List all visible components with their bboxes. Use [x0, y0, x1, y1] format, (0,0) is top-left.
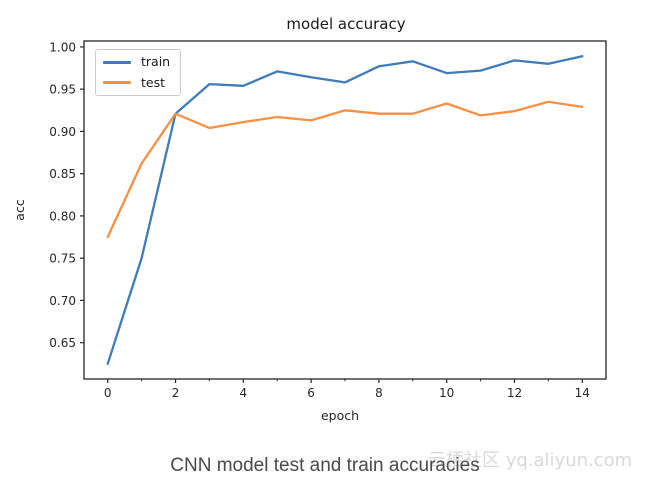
- accuracy-figure: model accuracy acc epoch 0.65 0.70 0.75 0.8…: [12, 15, 607, 423]
- x-axis-label: epoch: [321, 408, 359, 423]
- legend: train test: [95, 49, 181, 96]
- watermark: 云栖社区 yq.aliyun.com: [428, 450, 633, 471]
- plot-area: 0.65 0.70 0.75 0.80 0.85 0.90 0.95 1.00 0 2 4 6 8 10 1…: [49, 40, 607, 400]
- y-tick-label: 0.75: [49, 252, 76, 266]
- y-tick-label: 0.90: [49, 125, 76, 139]
- y-tick-label: 0.65: [49, 336, 76, 350]
- x-tick-label: 10: [439, 386, 454, 400]
- x-tick-label: 4: [239, 386, 247, 400]
- y-tick-label: 0.80: [49, 209, 76, 223]
- x-tick-label: 2: [172, 386, 180, 400]
- x-tick-label: 6: [307, 386, 315, 400]
- train-series-line: [106, 55, 584, 365]
- legend-item-train: train: [103, 54, 172, 69]
- y-tick-label: 0.85: [49, 167, 76, 181]
- x-tick-label: 14: [575, 386, 590, 400]
- y-tick-label: 0.95: [49, 83, 76, 97]
- chart-title: model accuracy: [286, 15, 405, 33]
- y-tick-label: 1.00: [49, 40, 76, 54]
- train-line-swatch: [103, 60, 131, 64]
- legend-item-test: test: [103, 74, 172, 90]
- x-tick-label: 12: [507, 386, 522, 400]
- x-tick-label: 8: [375, 386, 383, 400]
- test-series-line: [106, 100, 584, 239]
- caption-row: 云栖社区 yq.aliyun.com CNN model test and tr…: [0, 437, 650, 486]
- plot-border: [83, 40, 607, 380]
- test-line-swatch: [103, 81, 131, 85]
- model-accuracy-chart: model accuracy acc epoch 0.65 0.70 0.75 0.8…: [12, 15, 607, 423]
- legend-label-test: test: [141, 74, 166, 90]
- x-tick-label: 0: [104, 386, 112, 400]
- figure-caption: CNN model test and train accuracies: [170, 455, 480, 476]
- y-tick-label: 0.70: [49, 294, 76, 308]
- y-axis-label: acc: [12, 199, 27, 221]
- legend-label-train: train: [141, 54, 171, 69]
